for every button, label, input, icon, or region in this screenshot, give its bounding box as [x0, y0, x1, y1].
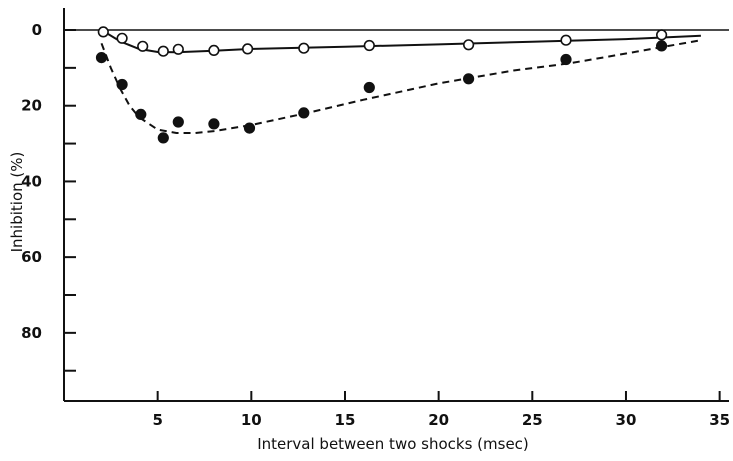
filled-circle-point: [116, 78, 128, 91]
y-axis-label: Inhibition (%): [8, 152, 26, 253]
open-circle-point: [208, 44, 220, 57]
y-tick-label: 20: [21, 97, 42, 115]
series-markers: [95, 26, 668, 144]
y-tick-label: 40: [21, 172, 42, 190]
x-tick-label: 35: [709, 411, 730, 429]
open-circle-point: [157, 45, 169, 57]
filled-circle-point: [243, 122, 256, 134]
filled-circle-point: [135, 108, 147, 120]
open-circle-point: [242, 43, 254, 55]
filled-circle-point: [463, 73, 475, 85]
x-tick-label: 15: [335, 411, 356, 429]
open-circle-point: [463, 39, 475, 51]
dashed-fit-curve: [100, 39, 702, 134]
open-circle-point: [655, 29, 668, 41]
y-axis: 0 20 40 60 80: [21, 8, 76, 401]
x-axis-label: Interval between two shocks (msec): [257, 435, 529, 453]
y-tick-label: 80: [21, 324, 42, 342]
x-tick-label: 30: [616, 411, 637, 429]
x-tick-label: 20: [428, 411, 449, 429]
filled-circle-point: [157, 132, 169, 144]
y-tick-label: 0: [32, 21, 42, 39]
filled-circle-point: [95, 51, 108, 64]
y-tick-label: 60: [21, 248, 42, 266]
filled-circle-point: [172, 116, 184, 128]
open-circle-point: [363, 39, 375, 52]
filled-circle-point: [298, 107, 310, 119]
open-circle-point: [137, 40, 149, 52]
series-curves: [100, 29, 702, 134]
x-tick-label: 25: [522, 411, 543, 429]
filled-circle-point: [363, 81, 375, 94]
filled-circle-point: [208, 118, 220, 130]
filled-circle-point: [655, 40, 668, 52]
x-axis: 5 10 15 20 25 30 35: [64, 391, 730, 429]
open-circle-point: [97, 26, 109, 38]
x-tick-label: 10: [241, 411, 262, 429]
open-circle-point: [560, 34, 572, 46]
open-circle-point: [172, 43, 184, 55]
open-circle-point: [298, 42, 310, 54]
filled-circle-point: [560, 53, 572, 66]
x-tick-label: 5: [152, 411, 162, 429]
solid-fit-curve: [100, 29, 701, 54]
open-circle-point: [116, 32, 128, 44]
